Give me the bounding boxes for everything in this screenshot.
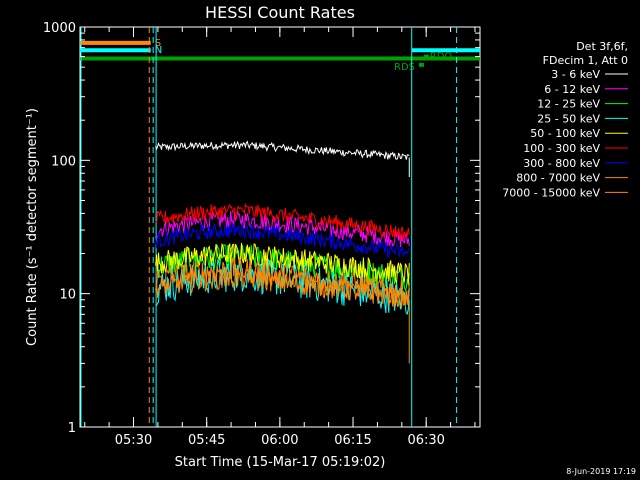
legend-label: 3 - 6 keV [551, 68, 600, 81]
x-tick-label: 06:15 [334, 433, 371, 448]
x-tick-label: 06:30 [407, 433, 444, 448]
x-tick-label: 05:30 [115, 433, 152, 448]
x-tick-label: 06:00 [261, 433, 298, 448]
series-line [155, 140, 410, 160]
flag-label: S [155, 38, 161, 49]
footer-date: 8-Jun-2019 17:19 [566, 467, 636, 476]
legend-label: 25 - 50 keV [537, 112, 600, 125]
y-tick-label: 10 [59, 288, 76, 303]
y-tick-label: 1 [68, 421, 76, 436]
legend-header: Det 3f,6f, [576, 40, 628, 53]
legend-label: 6 - 12 keV [544, 83, 600, 96]
flag-label: RDQ [430, 52, 453, 63]
plot-frame [79, 26, 481, 428]
flag-label: N [155, 45, 162, 56]
x-axis: 05:30 05:45 06:00 06:15 06:30 [84, 27, 476, 448]
legend-header: FDecim 1, Att 0 [543, 54, 628, 67]
y-tick-label: 1000 [43, 21, 76, 36]
legend-label: 300 - 800 keV [523, 157, 600, 170]
series-line [155, 202, 410, 241]
chart-title: HESSI Count Rates [205, 3, 355, 22]
flag-label: RDS [394, 62, 415, 73]
legend-label: 100 - 300 keV [523, 142, 600, 155]
series-line [155, 268, 410, 309]
x-tick-label: 05:45 [188, 433, 225, 448]
legend-label: 12 - 25 keV [537, 98, 600, 111]
series-line [155, 257, 410, 306]
series-lines [155, 140, 410, 364]
y-axis-label: Count Rate (s⁻¹ detector segment⁻¹) [25, 108, 40, 346]
x-axis-label: Start Time (15-Mar-17 05:19:02) [175, 455, 386, 470]
series-line [155, 223, 410, 259]
legend-label: 800 - 7000 keV [516, 172, 600, 185]
legend-label: 50 - 100 keV [530, 127, 600, 140]
legend: Det 3f,6f,FDecim 1, Att 03 - 6 keV 6 - 12… [502, 40, 628, 199]
status-flags: SN RDS RDQ [80, 38, 480, 73]
y-axis: 1 10 100 1000 [43, 21, 480, 436]
legend-label: 7000 - 15000 keV [502, 186, 600, 199]
y-tick-label: 100 [51, 154, 76, 169]
vertical-markers [80, 27, 458, 427]
